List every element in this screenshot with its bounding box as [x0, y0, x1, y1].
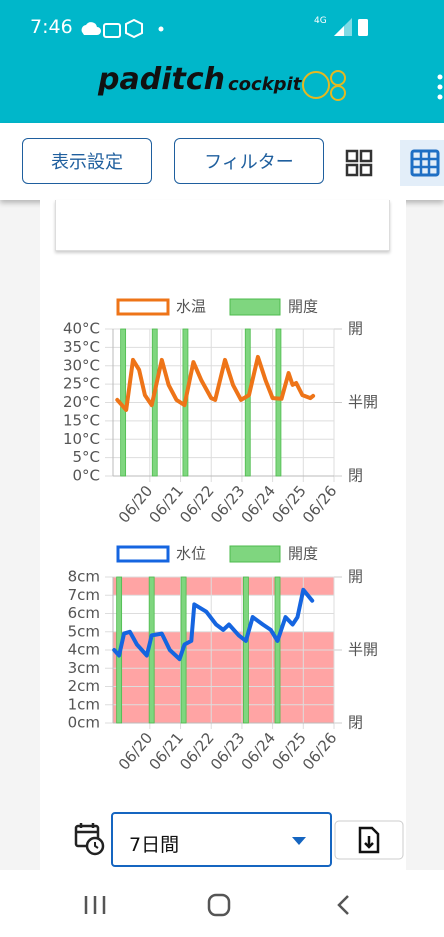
legend-label: 開度 — [288, 298, 318, 316]
y2-tick-label: 半開 — [348, 393, 378, 411]
y2-tick-label: 閉 — [348, 467, 363, 485]
nav-bar — [0, 870, 444, 937]
y-tick-label: 1cm — [68, 695, 100, 713]
status-network: 4G — [314, 16, 327, 26]
series-line — [115, 354, 316, 412]
series-line — [112, 587, 315, 662]
opening-bar — [244, 328, 251, 477]
y-tick-label: 5°C — [72, 448, 100, 466]
dropdown-arrow — [292, 837, 306, 845]
app-header: 7:46 4G paditch cockpit — [0, 0, 444, 123]
previous-card — [55, 200, 390, 251]
y-tick-label: 0°C — [72, 467, 100, 485]
opening-bar — [243, 576, 249, 724]
table-view-button[interactable] — [400, 140, 444, 186]
home-button[interactable] — [207, 893, 231, 917]
opening-bar — [275, 328, 282, 477]
legend-swatch — [229, 298, 281, 316]
nav-icons — [84, 893, 349, 917]
y-tick-label: 5cm — [68, 622, 100, 640]
y-tick-label: 2cm — [68, 677, 100, 695]
filter-button[interactable]: フィルター — [174, 138, 324, 184]
y-tick-label: 0cm — [68, 714, 100, 732]
x-tick-label: 06/26 — [299, 482, 341, 527]
period-select[interactable]: 7日間 — [111, 812, 332, 867]
back-button[interactable] — [337, 895, 349, 915]
y-tick-label: 10°C — [63, 430, 100, 448]
y-tick-label: 8cm — [68, 568, 100, 586]
status-signal — [334, 18, 368, 36]
y2-tick-label: 開 — [348, 568, 363, 586]
legend-label: 水位 — [176, 545, 206, 563]
alert-band — [113, 631, 334, 723]
status-icons — [81, 18, 164, 39]
logo-mark — [302, 70, 346, 101]
y-tick-label: 6cm — [68, 604, 100, 622]
download-button[interactable] — [334, 820, 404, 860]
y-tick-label: 25°C — [63, 375, 100, 393]
y-tick-label: 30°C — [63, 356, 100, 374]
grid-view-button[interactable] — [344, 148, 374, 178]
y-tick-label: 7cm — [68, 586, 100, 604]
opening-bar — [274, 576, 281, 724]
y-tick-label: 20°C — [63, 393, 100, 411]
legend-label: 水温 — [176, 298, 206, 316]
legend-swatch — [116, 545, 170, 563]
y-tick-label: 3cm — [68, 659, 100, 677]
y-tick-label: 35°C — [63, 338, 100, 356]
legend-label: 開度 — [288, 545, 318, 563]
chart-card — [40, 200, 406, 880]
toolbar: 表示設定 フィルター — [0, 123, 444, 200]
recent-apps-button[interactable] — [84, 896, 106, 914]
status-time: 7:46 — [30, 16, 73, 38]
y-tick-label: 15°C — [63, 411, 100, 429]
y2-tick-label: 閉 — [348, 714, 363, 732]
y2-tick-label: 半開 — [348, 641, 378, 659]
y-tick-label: 4cm — [68, 641, 100, 659]
logo-sub: cockpit — [228, 74, 302, 95]
menu-dots[interactable] — [432, 72, 444, 102]
period-value: 7日間 — [129, 834, 180, 856]
x-tick-label: 06/26 — [299, 729, 341, 774]
calendar-icon[interactable] — [70, 820, 110, 860]
display-settings-button[interactable]: 表示設定 — [22, 138, 152, 184]
y-tick-label: 40°C — [63, 320, 100, 338]
legend-swatch — [229, 545, 281, 563]
y2-tick-label: 開 — [348, 320, 363, 338]
legend-swatch — [116, 298, 170, 316]
logo: paditch — [98, 62, 225, 97]
